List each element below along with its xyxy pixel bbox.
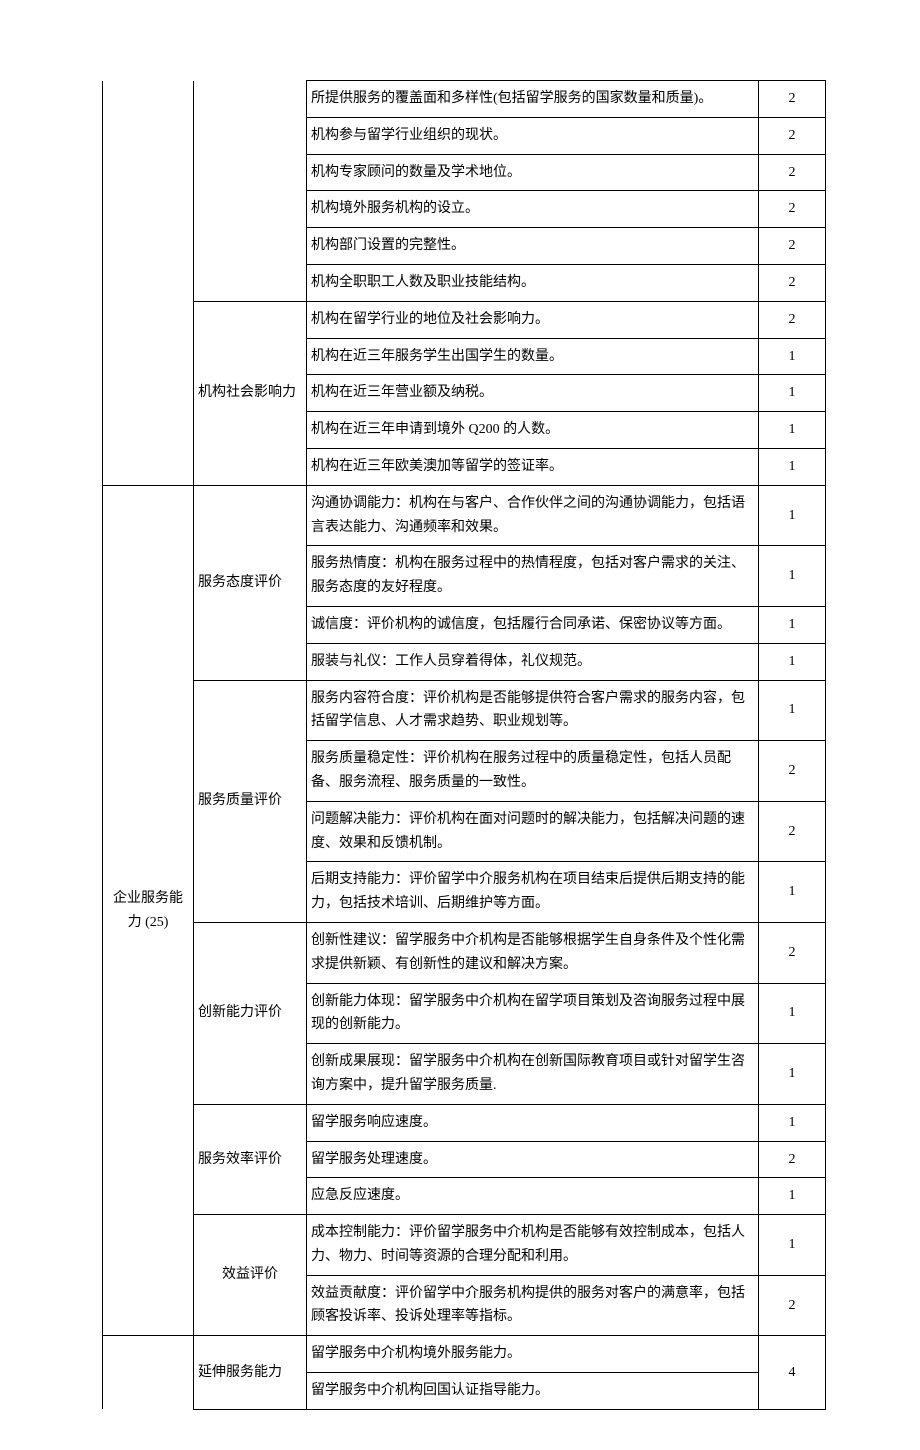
score-cell: 2 — [759, 1141, 826, 1178]
score-cell: 2 — [759, 154, 826, 191]
score-cell: 1 — [759, 1044, 826, 1105]
score-cell: 1 — [759, 1178, 826, 1215]
score-cell: 2 — [759, 741, 826, 802]
score-cell: 1 — [759, 643, 826, 680]
score-cell: 1 — [759, 606, 826, 643]
criteria-cell: 留学服务中介机构境外服务能力。 — [307, 1336, 759, 1373]
criteria-cell: 机构在近三年服务学生出国学生的数量。 — [307, 338, 759, 375]
score-cell: 1 — [759, 546, 826, 607]
subcategory-cell: 服务质量评价 — [194, 680, 307, 922]
criteria-cell: 机构部门设置的完整性。 — [307, 228, 759, 265]
criteria-cell: 机构在留学行业的地位及社会影响力。 — [307, 301, 759, 338]
score-cell: 2 — [759, 117, 826, 154]
criteria-cell: 机构参与留学行业组织的现状。 — [307, 117, 759, 154]
subcategory-cell: 服务态度评价 — [194, 485, 307, 680]
score-cell: 2 — [759, 228, 826, 265]
score-cell: 2 — [759, 191, 826, 228]
subcategory-cell: 创新能力评价 — [194, 922, 307, 1104]
table-row: 服务效率评价留学服务响应速度。1 — [103, 1104, 826, 1141]
table-row: 机构社会影响力机构在留学行业的地位及社会影响力。2 — [103, 301, 826, 338]
subcategory-cell: 服务效率评价 — [194, 1104, 307, 1214]
criteria-cell: 机构在近三年欧美澳加等留学的签证率。 — [307, 448, 759, 485]
category-cell — [103, 1336, 194, 1410]
score-cell: 1 — [759, 485, 826, 546]
criteria-cell: 创新性建议：留学服务中介机构是否能够根据学生自身条件及个性化需求提供新颖、有创新… — [307, 922, 759, 983]
criteria-cell: 服务热情度：机构在服务过程中的热情程度，包括对客户需求的关注、服务态度的友好程度… — [307, 546, 759, 607]
score-cell: 1 — [759, 448, 826, 485]
score-cell: 2 — [759, 1275, 826, 1336]
criteria-cell: 机构在近三年申请到境外 Q200 的人数。 — [307, 412, 759, 449]
score-cell: 2 — [759, 301, 826, 338]
criteria-cell: 创新能力体现：留学服务中介机构在留学项目策划及咨询服务过程中展现的创新能力。 — [307, 983, 759, 1044]
criteria-cell: 后期支持能力：评价留学中介服务机构在项目结束后提供后期支持的能力，包括技术培训、… — [307, 862, 759, 923]
table-row: 效益评价成本控制能力：评价留学服务中介机构是否能够有效控制成本，包括人力、物力、… — [103, 1215, 826, 1276]
criteria-cell: 效益贡献度：评价留学中介服务机构提供的服务对客户的满意率，包括顾客投诉率、投诉处… — [307, 1275, 759, 1336]
score-cell: 1 — [759, 338, 826, 375]
table-row: 企业服务能力 (25)服务态度评价沟通协调能力：机构在与客户、合作伙伴之间的沟通… — [103, 485, 826, 546]
category-cell: 企业服务能力 (25) — [103, 485, 194, 1336]
score-cell: 1 — [759, 983, 826, 1044]
category-cell — [103, 81, 194, 486]
criteria-cell: 应急反应速度。 — [307, 1178, 759, 1215]
criteria-cell: 机构全职职工人数及职业技能结构。 — [307, 264, 759, 301]
score-cell: 2 — [759, 264, 826, 301]
criteria-cell: 留学服务处理速度。 — [307, 1141, 759, 1178]
criteria-cell: 机构专家顾问的数量及学术地位。 — [307, 154, 759, 191]
subcategory-cell — [194, 81, 307, 302]
score-cell: 2 — [759, 801, 826, 862]
table-row: 延伸服务能力留学服务中介机构境外服务能力。4 — [103, 1336, 826, 1373]
evaluation-table: 所提供服务的覆盖面和多样性(包括留学服务的国家数量和质量)。2机构参与留学行业组… — [102, 80, 826, 1410]
criteria-cell: 机构在近三年营业额及纳税。 — [307, 375, 759, 412]
score-cell: 4 — [759, 1336, 826, 1410]
criteria-cell: 诚信度：评价机构的诚信度，包括履行合同承诺、保密协议等方面。 — [307, 606, 759, 643]
criteria-cell: 机构境外服务机构的设立。 — [307, 191, 759, 228]
score-cell: 1 — [759, 862, 826, 923]
criteria-cell: 创新成果展现：留学服务中介机构在创新国际教育项目或针对留学生咨询方案中，提升留学… — [307, 1044, 759, 1105]
score-cell: 2 — [759, 922, 826, 983]
criteria-cell: 成本控制能力：评价留学服务中介机构是否能够有效控制成本，包括人力、物力、时间等资… — [307, 1215, 759, 1276]
criteria-cell: 服务内容符合度：评价机构是否能够提供符合客户需求的服务内容，包括留学信息、人才需… — [307, 680, 759, 741]
criteria-cell: 留学服务中介机构回国认证指导能力。 — [307, 1373, 759, 1410]
criteria-cell: 服务质量稳定性：评价机构在服务过程中的质量稳定性，包括人员配备、服务流程、服务质… — [307, 741, 759, 802]
score-cell: 2 — [759, 81, 826, 118]
score-cell: 1 — [759, 1104, 826, 1141]
subcategory-cell: 延伸服务能力 — [194, 1336, 307, 1410]
score-cell: 1 — [759, 1215, 826, 1276]
criteria-cell: 所提供服务的覆盖面和多样性(包括留学服务的国家数量和质量)。 — [307, 81, 759, 118]
subcategory-cell: 机构社会影响力 — [194, 301, 307, 485]
table-row: 服务质量评价服务内容符合度：评价机构是否能够提供符合客户需求的服务内容，包括留学… — [103, 680, 826, 741]
score-cell: 1 — [759, 375, 826, 412]
table-row: 所提供服务的覆盖面和多样性(包括留学服务的国家数量和质量)。2 — [103, 81, 826, 118]
criteria-cell: 留学服务响应速度。 — [307, 1104, 759, 1141]
score-cell: 1 — [759, 412, 826, 449]
criteria-cell: 问题解决能力：评价机构在面对问题时的解决能力，包括解决问题的速度、效果和反馈机制… — [307, 801, 759, 862]
table-row: 创新能力评价创新性建议：留学服务中介机构是否能够根据学生自身条件及个性化需求提供… — [103, 922, 826, 983]
criteria-cell: 服装与礼仪：工作人员穿着得体，礼仪规范。 — [307, 643, 759, 680]
subcategory-cell: 效益评价 — [194, 1215, 307, 1336]
score-cell: 1 — [759, 680, 826, 741]
criteria-cell: 沟通协调能力：机构在与客户、合作伙伴之间的沟通协调能力，包括语言表达能力、沟通频… — [307, 485, 759, 546]
